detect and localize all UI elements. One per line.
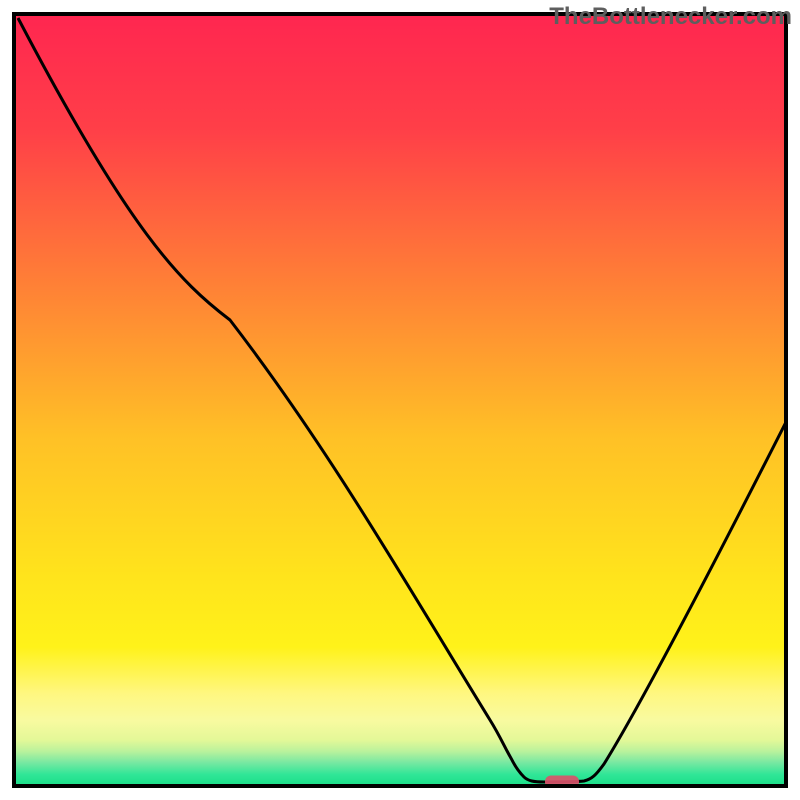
chart-svg	[0, 0, 800, 800]
plot-background-gradient	[14, 14, 786, 786]
bottleneck-chart: TheBottlenecker.com	[0, 0, 800, 800]
